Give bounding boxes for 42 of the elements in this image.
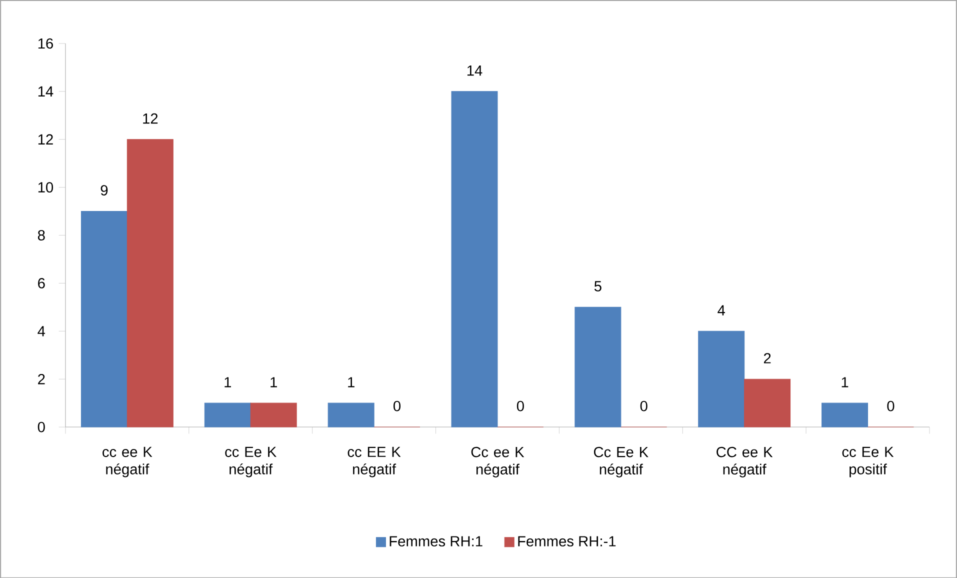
- y-tick-label: 4: [38, 326, 46, 336]
- x-tick-label: cc Ee K négatif: [225, 446, 276, 478]
- data-label: 5: [594, 280, 602, 292]
- data-label: 0: [394, 400, 401, 412]
- data-label: 0: [887, 400, 894, 412]
- bar: [822, 402, 868, 428]
- data-label: 1: [224, 377, 232, 388]
- x-tick-label: cc ee K négatif: [102, 446, 152, 478]
- x-tick-label: cc EE K négatif: [348, 446, 401, 478]
- bar: [451, 90, 498, 428]
- data-label: 1: [348, 377, 354, 388]
- bar: [328, 402, 374, 428]
- x-tick-label: Cc ee K négatif: [471, 446, 524, 478]
- bar: [250, 402, 297, 428]
- data-label: 9: [100, 184, 108, 196]
- data-label: 1: [270, 377, 277, 388]
- bar: [698, 330, 745, 428]
- bar: [574, 306, 622, 428]
- legend-label: Femmes RH:1: [390, 536, 482, 546]
- x-tick-label: Cc Ee K négatif: [594, 446, 648, 478]
- data-label: 0: [640, 400, 648, 412]
- data-label: 14: [467, 65, 482, 76]
- data-label: 4: [718, 305, 725, 316]
- y-tick-label: 12: [38, 134, 53, 144]
- data-label: 12: [143, 113, 158, 124]
- legend-label: Femmes RH:-1: [518, 536, 616, 546]
- x-tick-label: cc Ee K positif: [842, 446, 894, 478]
- x-tick-label: CC ee K négatif: [716, 446, 773, 478]
- bar: [80, 210, 128, 428]
- y-tick-label: 6: [38, 278, 45, 288]
- y-tick-label: 16: [38, 38, 53, 48]
- bar: [126, 138, 174, 428]
- data-label: 0: [516, 400, 524, 412]
- bar: [204, 402, 251, 428]
- y-tick-label: 0: [38, 422, 45, 432]
- data-label: 2: [764, 352, 771, 364]
- y-tick-label: 2: [38, 374, 45, 384]
- y-tick-label: 10: [38, 182, 54, 192]
- data-label: 1: [842, 377, 848, 388]
- y-tick-label: 8: [38, 230, 45, 240]
- y-tick-label: 14: [38, 86, 54, 96]
- bar: [744, 378, 791, 428]
